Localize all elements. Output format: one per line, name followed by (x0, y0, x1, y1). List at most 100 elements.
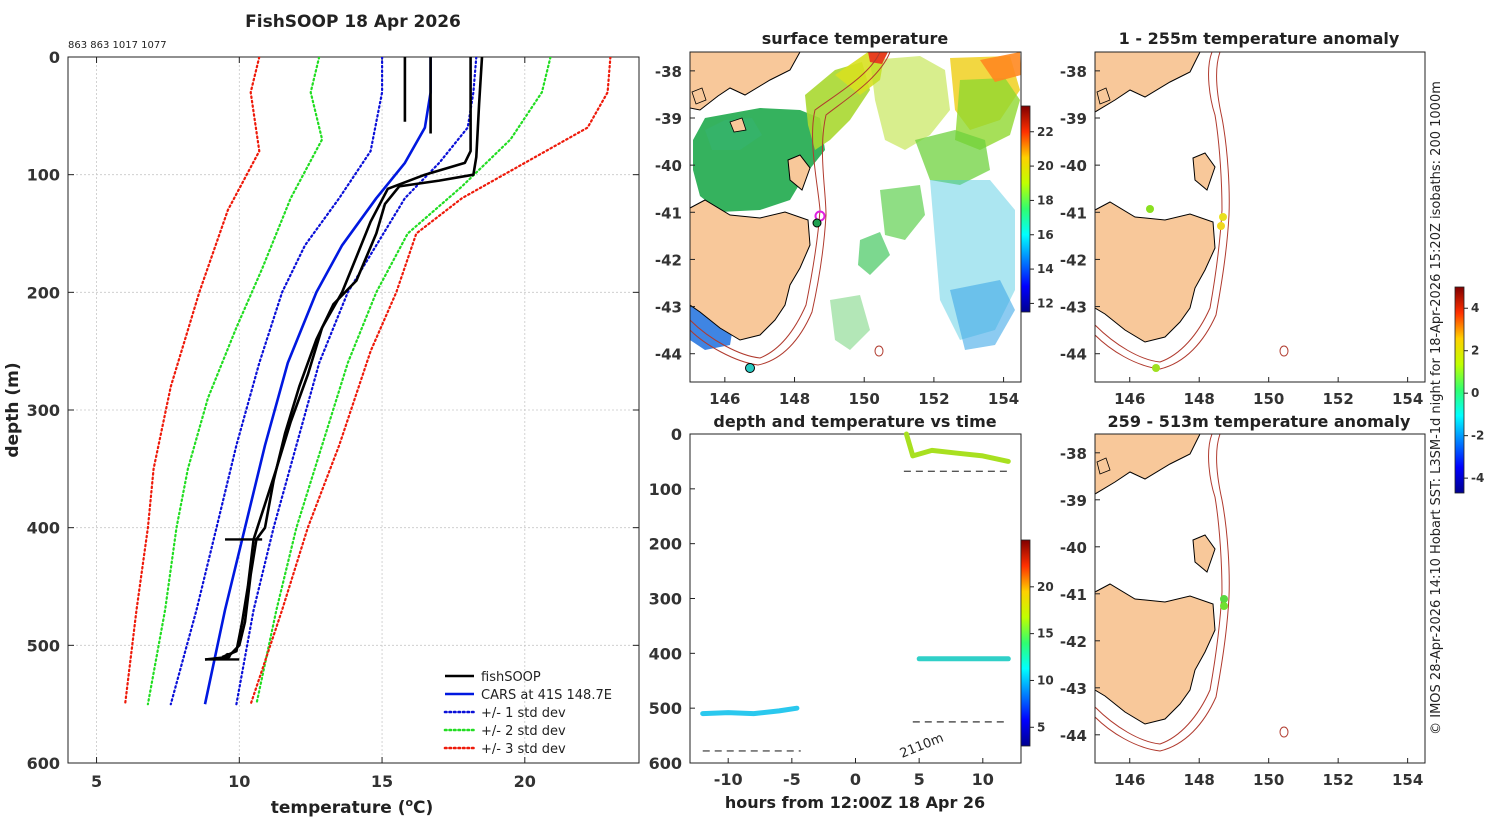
profile-series-line (124, 57, 261, 706)
profile-y-tick-label: 500 (27, 636, 60, 655)
colorbar-tick-label: -4 (1471, 471, 1484, 485)
profile-title: FishSOOP 18 Apr 2026 (245, 12, 461, 32)
timeplot-x-label: hours from 12:00Z 18 Apr 26 (725, 793, 985, 812)
profile-x-tick-label: 10 (228, 772, 250, 791)
timeplot-track (903, 431, 1011, 464)
colorbar-tick-label: 4 (1471, 301, 1479, 315)
legend-label: +/- 1 std dev (481, 706, 566, 721)
depth-annotation: 2110m (898, 731, 946, 762)
profile-y-label: depth (m) (3, 362, 23, 457)
sst-isobaths (690, 52, 891, 366)
profile-series-line (255, 57, 552, 706)
map-lon-label: 152 (1323, 390, 1354, 408)
timeplot-x-label: 5 (914, 770, 925, 789)
map-lon-label: 154 (1392, 771, 1423, 789)
profile-y-tick-label: 0 (49, 48, 60, 67)
colorbar-tick-label: 5 (1037, 720, 1045, 734)
map-lat-label: -38 (1060, 445, 1087, 463)
anomaly-map-shallow: 1 - 255m temperature anomaly -38 -39 -40 -4… (1060, 29, 1426, 408)
map-lat-label: -39 (1060, 492, 1087, 510)
map-lat-label: -44 (655, 346, 682, 364)
profile-gridlines (68, 56, 639, 764)
timeplot-y-label: 0 (671, 425, 682, 444)
colorbar-tick-label: 2 (1471, 344, 1479, 358)
map-lat-label: -38 (1060, 63, 1087, 81)
colorbar-tick-label: 10 (1037, 673, 1054, 687)
timeplot-y-label: 600 (649, 754, 682, 773)
profile-plot: FishSOOP 18 Apr 2026 863 863 1017 1077 0… (3, 12, 640, 818)
time-plot: depth and temperature vs time 0100200300… (649, 412, 1054, 812)
colorbar-tick-label: 0 (1471, 386, 1479, 400)
map-lon-label: 152 (918, 390, 949, 408)
profile-y-tick-label: 200 (27, 283, 60, 302)
profile-y-tick-label: 400 (27, 519, 60, 538)
map-lon-label: 146 (1114, 390, 1145, 408)
map-lon-label: 148 (1184, 390, 1215, 408)
cast-id-label: 863 863 1017 1077 (68, 40, 167, 51)
map-lon-label: 152 (1323, 771, 1354, 789)
colorbar-tick-label: 20 (1037, 580, 1054, 594)
profile-series-line (203, 57, 432, 705)
map-lat-label: -43 (655, 299, 682, 317)
sst-title: surface temperature (762, 29, 949, 48)
map-lat-label: -40 (655, 157, 682, 175)
map-lat-label: -42 (1060, 633, 1087, 651)
sst-lon-ticks: 146 148 150 152 154 (709, 377, 1019, 408)
colorbar-tick-label: 22 (1037, 125, 1054, 139)
profile-x-ticks: 5 10 15 20 (91, 57, 536, 791)
timeplot-y-label: 100 (649, 480, 682, 499)
map-lat-label: -39 (1060, 110, 1087, 128)
anom2-lon-ticks: 146 148 150 152 154 (1114, 758, 1423, 789)
colorbar-tick-label: 20 (1037, 159, 1054, 173)
credit-text: © IMOS 28-Apr-2026 14:10 Hobart SST: L3S… (1429, 81, 1444, 735)
profile-x-label: temperature (oC) (271, 796, 434, 818)
map-lat-label: -40 (1060, 157, 1087, 175)
profile-series-line (249, 57, 612, 706)
map-lon-label: 150 (1253, 390, 1284, 408)
timeplot-title: depth and temperature vs time (713, 412, 996, 431)
profile-y-ticks: 0 100 200 300 400 500 600 (27, 48, 639, 773)
colorbar-tick-label: 16 (1037, 228, 1054, 242)
map-lat-label: -41 (655, 204, 682, 222)
profile-x-tick-label: 5 (91, 772, 102, 791)
profile-x-tick-label: 15 (371, 772, 393, 791)
map-lon-label: 154 (1392, 390, 1423, 408)
timeplot-ticks: 0 100 200 300 400 500 600 -10 -5 0 5 10 (649, 425, 994, 789)
sst-colorbar-ticks: 22 20 18 16 14 12 (1030, 125, 1054, 310)
map-lon-label: 146 (1114, 771, 1145, 789)
anomaly-colorbar-ticks: 4 2 0 -2 -4 (1464, 301, 1484, 485)
map-lon-label: 148 (779, 390, 810, 408)
anom2-lat-ticks: -38 -39 -40 -41 -42 -43 -44 (1060, 445, 1100, 745)
profile-cast-point (224, 652, 231, 659)
map-lon-label: 146 (709, 390, 740, 408)
colorbar-tick-label: 18 (1037, 193, 1054, 207)
sst-field (690, 52, 1021, 350)
legend-label: CARS at 41S 148.7E (481, 688, 612, 703)
map-lon-label: 154 (988, 390, 1019, 408)
profile-y-tick-label: 600 (27, 754, 60, 773)
timeplot-y-label: 300 (649, 590, 682, 609)
profile-x-tick-label: 20 (514, 772, 536, 791)
map-lat-label: -41 (1060, 204, 1087, 222)
profile-y-tick-label: 100 (27, 166, 60, 185)
sst-map: surface temperature (655, 29, 1054, 408)
profile-series-line (221, 57, 472, 659)
sst-colorbar (1020, 105, 1031, 313)
legend-label: +/- 3 std dev (481, 742, 566, 757)
timeplot-x-label: -10 (714, 770, 743, 789)
map-lat-label: -39 (655, 110, 682, 128)
map-lat-label: -43 (1060, 299, 1087, 317)
colorbar-tick-label: 14 (1037, 262, 1054, 276)
timeplot-x-label: -5 (783, 770, 801, 789)
legend-label: +/- 2 std dev (481, 724, 566, 739)
profile-y-tick-label: 300 (27, 401, 60, 420)
profile-series-line (146, 57, 324, 706)
timeplot-x-label: 0 (850, 770, 861, 789)
map-lat-label: -41 (1060, 586, 1087, 604)
map-lat-label: -40 (1060, 539, 1087, 557)
map-lat-label: -44 (1060, 346, 1087, 364)
time-colorbar (1020, 539, 1031, 747)
timeplot-y-label: 400 (649, 644, 682, 663)
map-lat-label: -43 (1060, 680, 1087, 698)
